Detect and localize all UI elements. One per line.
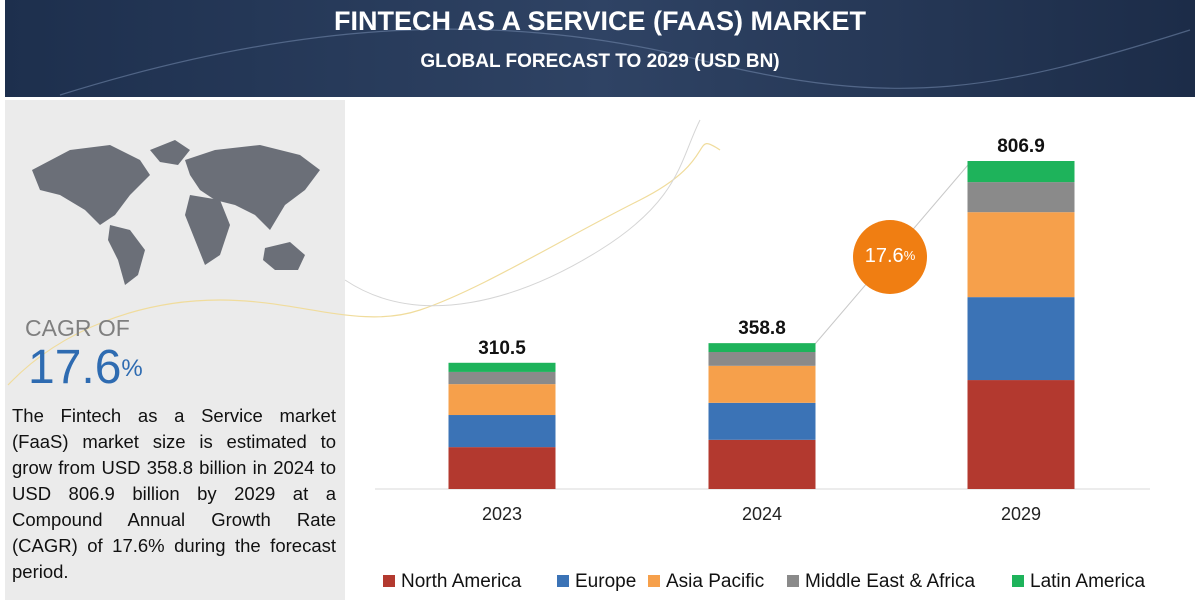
bar-segment (448, 384, 556, 416)
bar-segment (448, 447, 556, 489)
legend-label: Asia Pacific (666, 571, 764, 592)
cagr-badge (853, 220, 927, 294)
bar-segment (708, 365, 816, 403)
world-map (32, 140, 320, 285)
description: The Fintech as a Service market (FaaS) m… (12, 405, 336, 582)
cagr-heading: CAGR OF (25, 315, 130, 341)
header-decoration (59, 28, 1191, 96)
cagr-value: 17.6% (28, 341, 143, 394)
bar-segment (967, 212, 1075, 298)
legend-swatch (383, 575, 395, 587)
header-title: FINTECH AS A SERVICE (FAAS) MARKET (334, 6, 867, 36)
bar-segment (967, 161, 1075, 183)
total-label: 806.9 (997, 136, 1045, 157)
bar-segment (708, 352, 816, 366)
legend-swatch (648, 575, 660, 587)
legend-label: Latin America (1030, 571, 1146, 592)
bar-segment (967, 182, 1075, 213)
cagr-unit: % (121, 355, 142, 382)
bar-segment (448, 362, 556, 372)
bar-segment (708, 439, 816, 489)
cagr-badge-unit: % (904, 248, 916, 263)
legend-label: Middle East & Africa (805, 571, 975, 592)
x-tick-label: 2023 (482, 504, 522, 524)
background-curve (344, 119, 701, 307)
bar-segment (967, 380, 1075, 489)
bar-segment (708, 402, 816, 440)
x-tick-label: 2024 (742, 504, 782, 524)
total-label: 358.8 (738, 318, 786, 339)
legend-swatch (557, 575, 569, 587)
bar-segment (448, 371, 556, 385)
cagr-number: 17.6 (28, 341, 121, 394)
background-curve (7, 143, 721, 386)
bar-segment (708, 343, 816, 353)
legend-label: North America (401, 571, 522, 592)
cagr-badge-text: 17.6% (865, 245, 916, 267)
x-tick-label: 2029 (1001, 504, 1041, 524)
legend-swatch (1012, 575, 1024, 587)
bar-segment (448, 415, 556, 448)
header-subtitle: GLOBAL FORECAST TO 2029 (USD BN) (420, 51, 779, 72)
cagr-badge-number: 17.6 (865, 245, 904, 267)
bar-segment (967, 297, 1075, 381)
legend-swatch (787, 575, 799, 587)
total-label: 310.5 (478, 338, 526, 359)
legend-label: Europe (575, 571, 636, 592)
